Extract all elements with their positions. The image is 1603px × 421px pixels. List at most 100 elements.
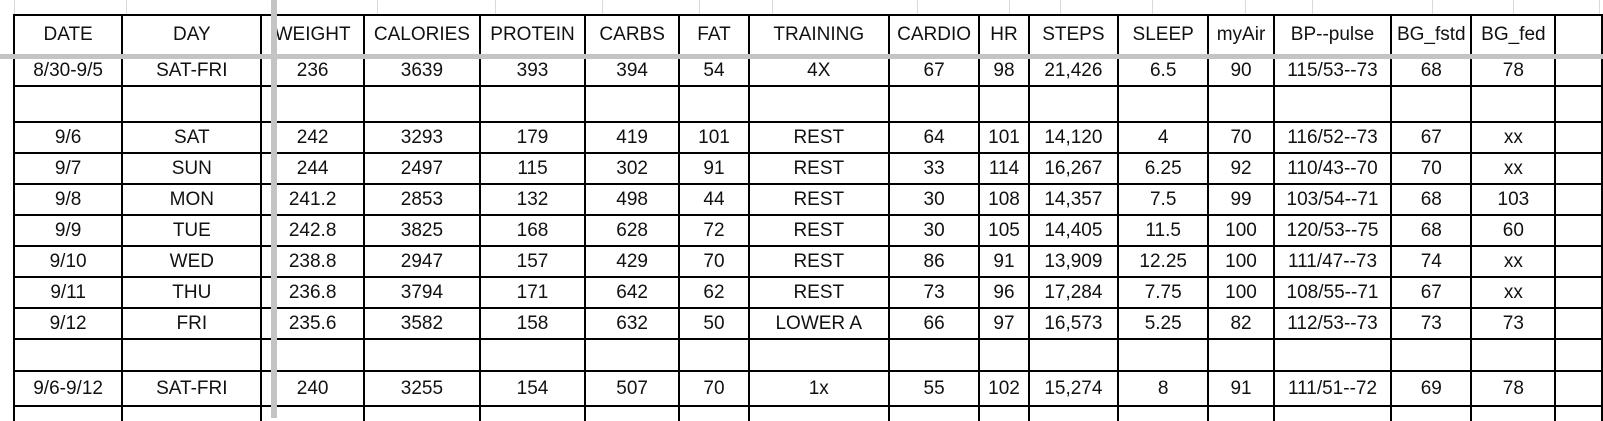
cell[interactable]: REST bbox=[747, 152, 890, 185]
cell[interactable]: 68 bbox=[1390, 183, 1473, 216]
cell[interactable]: 90 bbox=[1207, 54, 1275, 87]
cell[interactable] bbox=[1470, 338, 1557, 372]
cell[interactable]: 15,274 bbox=[1027, 370, 1120, 407]
cell[interactable]: 6.5 bbox=[1117, 54, 1210, 87]
cell[interactable]: 91 bbox=[1207, 370, 1275, 407]
cell[interactable]: 393 bbox=[478, 54, 587, 87]
cell[interactable]: REST bbox=[747, 276, 890, 309]
cell[interactable]: 70 bbox=[678, 245, 750, 278]
cell[interactable]: 99 bbox=[1207, 183, 1275, 216]
cell[interactable]: 642 bbox=[584, 276, 681, 309]
cell[interactable]: xx bbox=[1470, 152, 1557, 185]
cell[interactable]: 70 bbox=[1390, 152, 1473, 185]
cell[interactable]: 16,267 bbox=[1027, 152, 1120, 185]
cell[interactable]: 116/52--73 bbox=[1272, 121, 1393, 154]
cell[interactable] bbox=[1554, 245, 1603, 278]
cell[interactable] bbox=[978, 85, 1030, 123]
cell[interactable]: REST bbox=[747, 121, 890, 154]
column-header[interactable]: BP--pulse bbox=[1272, 14, 1393, 56]
cell[interactable]: 9/7 bbox=[12, 152, 124, 185]
cell[interactable]: 628 bbox=[584, 214, 681, 247]
cell[interactable]: 111/47--73 bbox=[1272, 245, 1393, 278]
cell[interactable]: 73 bbox=[1470, 307, 1557, 340]
cell[interactable]: REST bbox=[747, 183, 890, 216]
cell[interactable]: 12.25 bbox=[1117, 245, 1210, 278]
cell[interactable] bbox=[1554, 121, 1603, 154]
cell[interactable]: 101 bbox=[678, 121, 750, 154]
cell[interactable]: xx bbox=[1470, 276, 1557, 309]
cell[interactable] bbox=[1554, 183, 1603, 216]
cell[interactable] bbox=[12, 338, 124, 372]
cell[interactable] bbox=[678, 85, 750, 123]
cell[interactable] bbox=[1207, 338, 1275, 372]
cell[interactable]: 507 bbox=[584, 370, 681, 407]
cell[interactable]: 1x bbox=[747, 370, 890, 407]
cell[interactable]: 103 bbox=[1470, 183, 1557, 216]
cell[interactable]: SUN bbox=[121, 152, 263, 185]
cell[interactable] bbox=[1117, 405, 1210, 421]
cell[interactable]: 157 bbox=[478, 245, 587, 278]
cell[interactable]: 72 bbox=[678, 214, 750, 247]
cell[interactable]: 4X bbox=[747, 54, 890, 87]
cell[interactable]: 11.5 bbox=[1117, 214, 1210, 247]
cell[interactable]: 235.6 bbox=[260, 307, 365, 340]
cell[interactable]: 238.8 bbox=[260, 245, 365, 278]
cell[interactable]: 13,909 bbox=[1027, 245, 1120, 278]
cell[interactable] bbox=[1207, 405, 1275, 421]
cell[interactable]: 67 bbox=[1390, 121, 1473, 154]
cell[interactable]: 9/6-9/12 bbox=[12, 370, 124, 407]
column-header[interactable]: DATE bbox=[12, 14, 124, 56]
cell[interactable]: 171 bbox=[478, 276, 587, 309]
cell[interactable]: WED bbox=[121, 245, 263, 278]
cell[interactable]: 4 bbox=[1117, 121, 1210, 154]
cell[interactable] bbox=[1554, 370, 1603, 407]
cell[interactable]: 17,284 bbox=[1027, 276, 1120, 309]
cell[interactable] bbox=[1272, 405, 1393, 421]
cell[interactable] bbox=[1554, 338, 1603, 372]
cell[interactable]: 8/30-9/5 bbox=[12, 54, 124, 87]
cell[interactable]: 115/53--73 bbox=[1272, 54, 1393, 87]
cell[interactable]: 9/10 bbox=[12, 245, 124, 278]
cell[interactable]: 158 bbox=[478, 307, 587, 340]
column-header[interactable]: PROTEIN bbox=[478, 14, 587, 56]
cell[interactable]: 110/43--70 bbox=[1272, 152, 1393, 185]
cell[interactable]: THU bbox=[121, 276, 263, 309]
cell[interactable]: 16,573 bbox=[1027, 307, 1120, 340]
cell[interactable]: 242 bbox=[260, 121, 365, 154]
cell[interactable]: 114 bbox=[978, 152, 1030, 185]
cell[interactable]: 74 bbox=[1390, 245, 1473, 278]
cell[interactable] bbox=[121, 338, 263, 372]
cell[interactable]: 70 bbox=[678, 370, 750, 407]
cell[interactable]: 14,120 bbox=[1027, 121, 1120, 154]
cell[interactable]: 242.8 bbox=[260, 214, 365, 247]
cell[interactable] bbox=[584, 338, 681, 372]
cell[interactable]: 105 bbox=[978, 214, 1030, 247]
column-header[interactable]: CALORIES bbox=[362, 14, 481, 56]
cell[interactable] bbox=[1554, 54, 1603, 87]
cell[interactable]: 82 bbox=[1207, 307, 1275, 340]
cell[interactable]: 96 bbox=[978, 276, 1030, 309]
cell[interactable] bbox=[887, 338, 981, 372]
cell[interactable]: 179 bbox=[478, 121, 587, 154]
frozen-row-divider[interactable] bbox=[0, 54, 1603, 59]
cell[interactable] bbox=[362, 405, 481, 421]
column-header[interactable]: myAir bbox=[1207, 14, 1275, 56]
cell[interactable]: 100 bbox=[1207, 276, 1275, 309]
cell[interactable] bbox=[1027, 405, 1120, 421]
cell[interactable] bbox=[1207, 85, 1275, 123]
cell[interactable] bbox=[1554, 152, 1603, 185]
cell[interactable]: 9/8 bbox=[12, 183, 124, 216]
cell[interactable]: 91 bbox=[678, 152, 750, 185]
cell[interactable] bbox=[1027, 338, 1120, 372]
cell[interactable]: 69 bbox=[1390, 370, 1473, 407]
cell[interactable]: 73 bbox=[1390, 307, 1473, 340]
cell[interactable] bbox=[1117, 338, 1210, 372]
cell[interactable] bbox=[1554, 276, 1603, 309]
cell[interactable]: 50 bbox=[678, 307, 750, 340]
cell[interactable] bbox=[1390, 85, 1473, 123]
cell[interactable]: 9/6 bbox=[12, 121, 124, 154]
cell[interactable]: 3825 bbox=[362, 214, 481, 247]
cell[interactable]: 21,426 bbox=[1027, 54, 1120, 87]
cell[interactable]: 120/53--75 bbox=[1272, 214, 1393, 247]
cell[interactable]: 9/9 bbox=[12, 214, 124, 247]
